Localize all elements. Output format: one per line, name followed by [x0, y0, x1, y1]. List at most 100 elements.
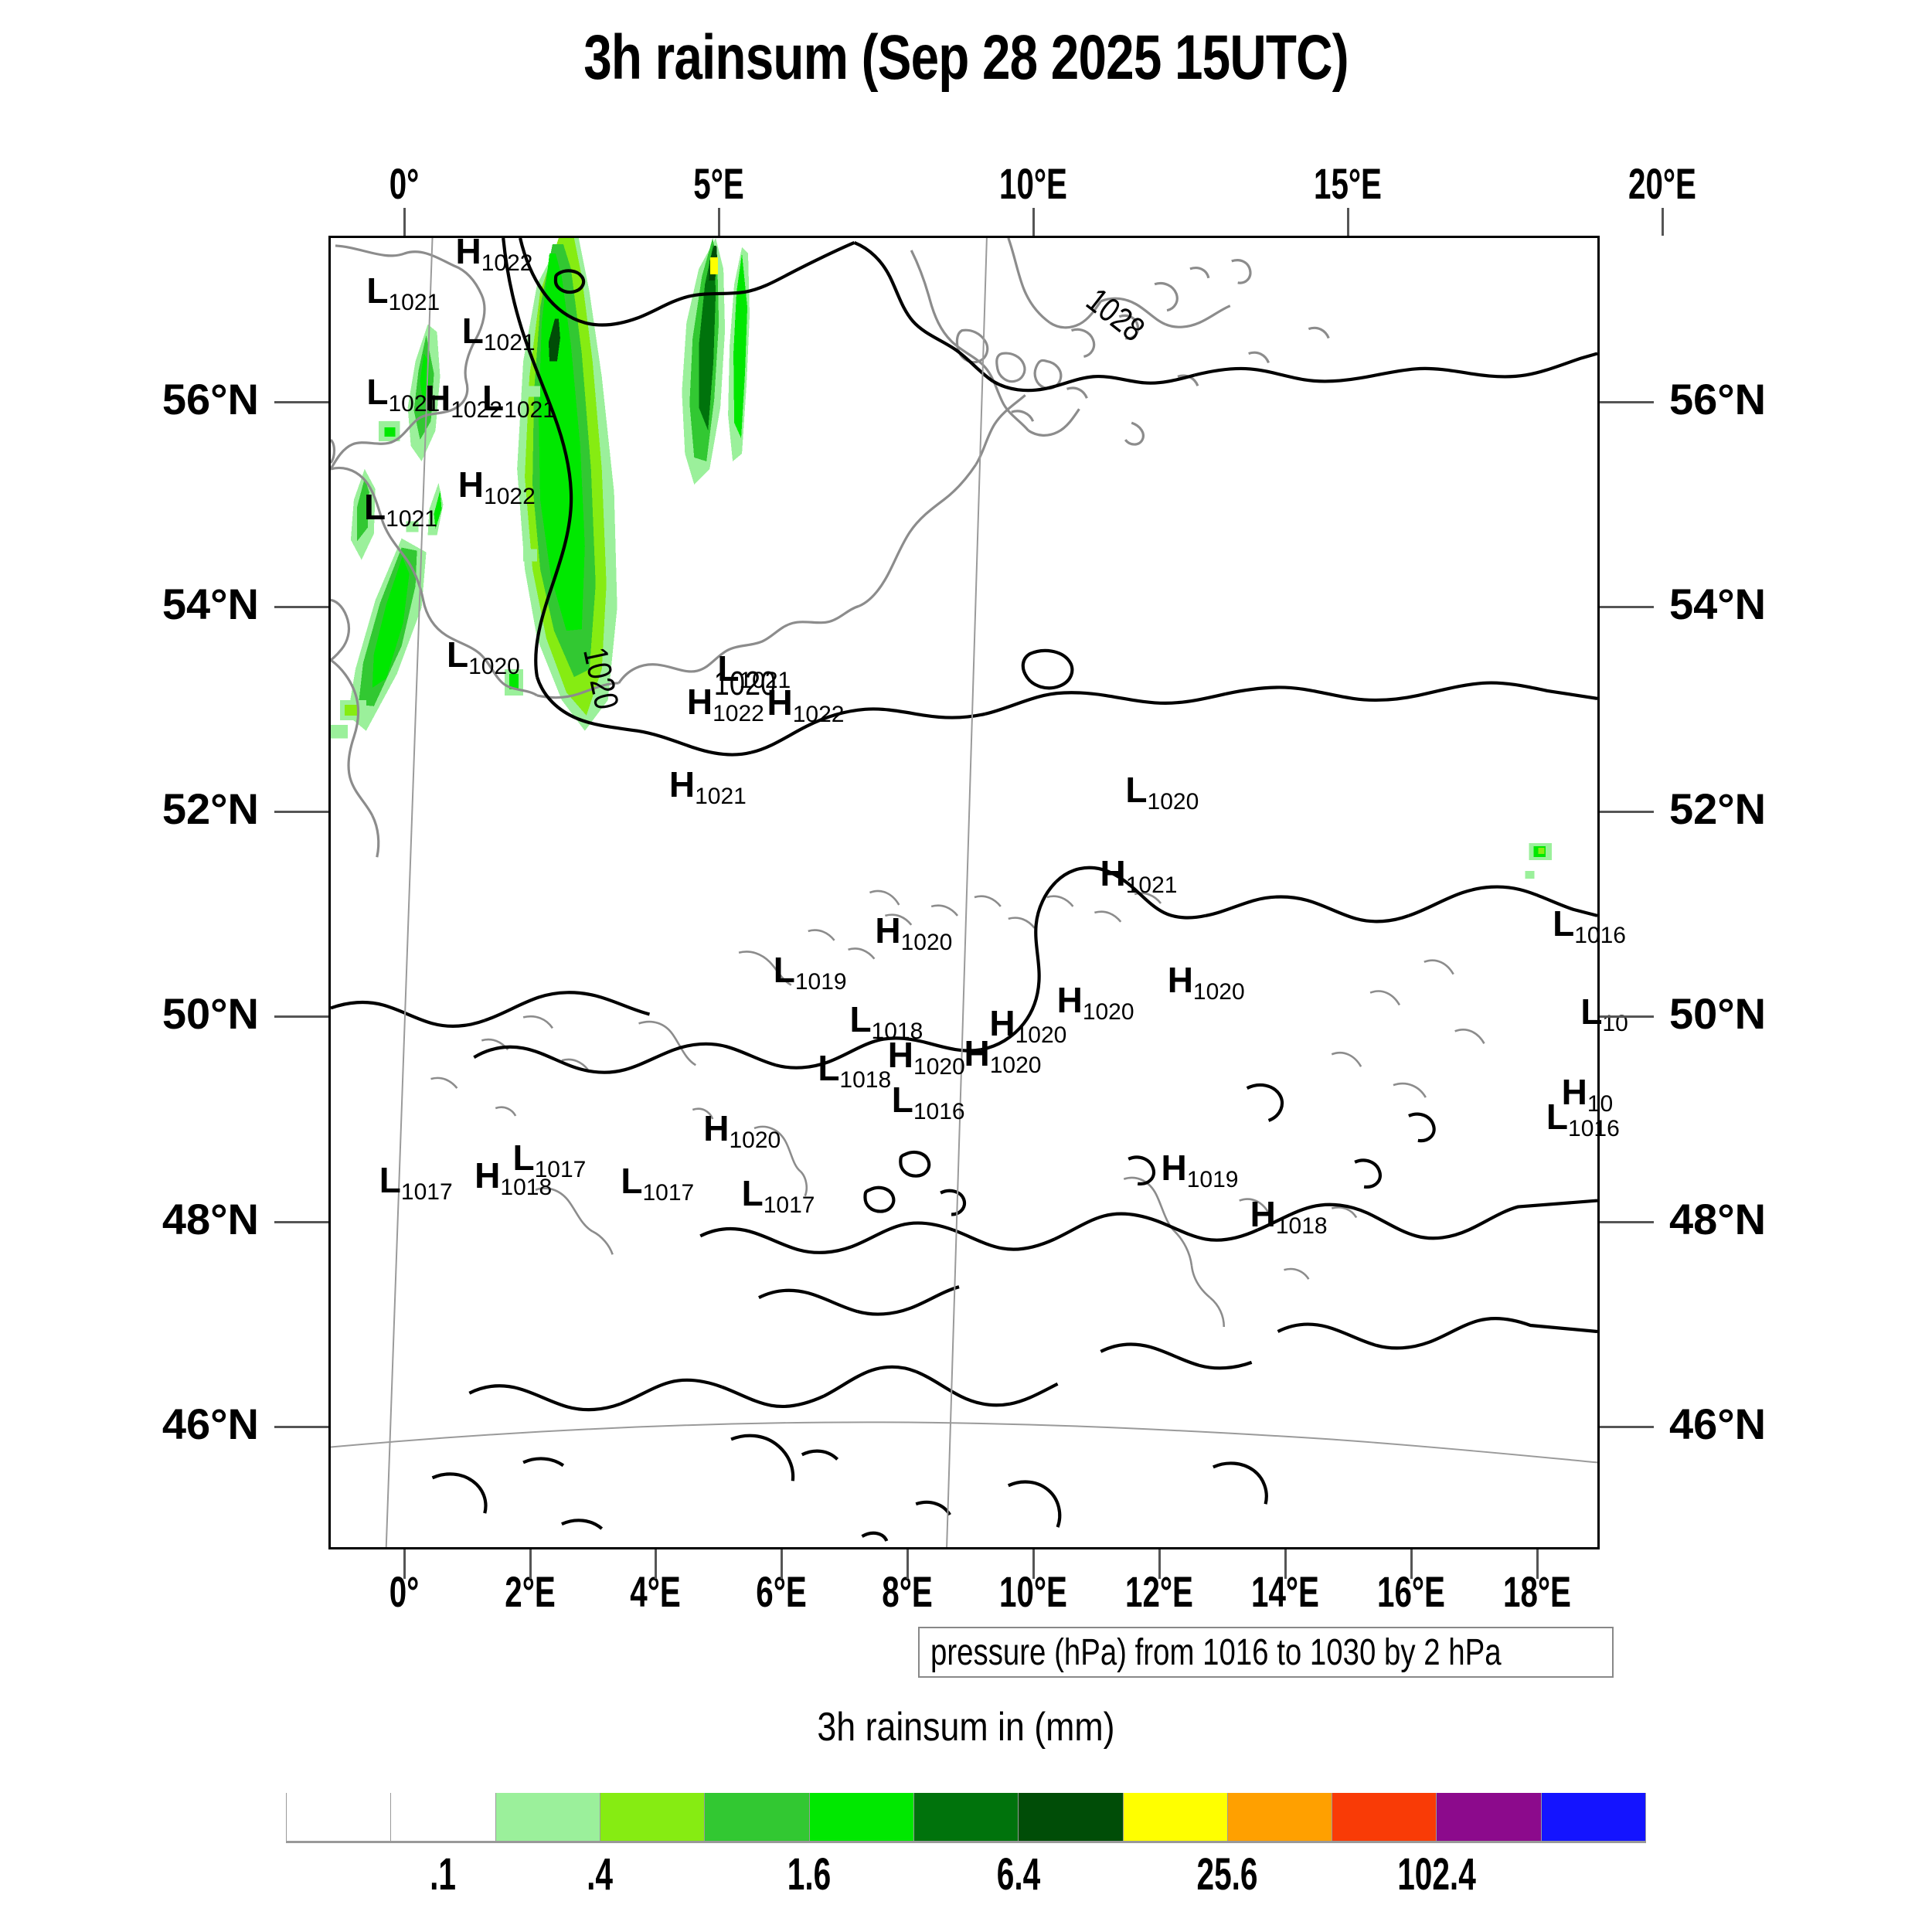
colorbar-label-2: 1.6: [787, 1849, 832, 1900]
right-tick-5: 46°N: [1669, 1399, 1767, 1448]
pressure-centre-value: 1021: [695, 783, 747, 809]
colorbar-segment-8[interactable]: [1123, 1793, 1228, 1841]
right-tickmark-0: [1600, 400, 1654, 403]
pressure-centre-value: 1018: [871, 1019, 923, 1045]
left-tickmark-4: [274, 1220, 328, 1223]
pressure-centre-value: 1016: [1574, 923, 1626, 948]
right-tickmark-1: [1600, 606, 1654, 609]
pressure-centre-type: L: [366, 371, 389, 412]
pressure-centre-low-34: L1017: [742, 1175, 815, 1217]
pressure-centre-high-24: H1020: [964, 1036, 1042, 1077]
left-tick-3: 50°N: [162, 989, 259, 1039]
pressure-centre-value: 1021: [388, 289, 440, 315]
pressure-centre-low-16: L1016: [1553, 903, 1626, 947]
pressure-centre-type: L: [1580, 991, 1603, 1032]
pressure-centre-low-17: L1019: [774, 952, 847, 994]
pressure-centre-value: 1022: [451, 397, 502, 423]
pressure-centre-low-33: L1017: [621, 1161, 694, 1205]
isobars: [331, 238, 1597, 1543]
pressure-centre-type: L: [717, 648, 740, 689]
colorbar-segment-3[interactable]: [600, 1793, 706, 1841]
pressure-centre-value: 1017: [534, 1156, 587, 1182]
pressure-centre-type: H: [425, 378, 451, 418]
bottom-tickmark-5: [1032, 1549, 1036, 1579]
pressure-centre-type: L: [849, 999, 872, 1040]
pressure-centre-low-3: L1021: [366, 371, 440, 416]
pressure-centre-type: L: [621, 1161, 643, 1202]
pressure-centre-high-21: H1020: [989, 1005, 1066, 1047]
colorbar-segment-12[interactable]: [1541, 1793, 1647, 1841]
bottom-tickmark-8: [1410, 1549, 1413, 1579]
map-plot-area[interactable]: 1028 1020 1020: [328, 236, 1600, 1549]
pressure-legend-text: pressure (hPa) from 1016 to 1030 by 2 hP…: [930, 1631, 1502, 1673]
left-tickmark-3: [274, 1015, 328, 1019]
graticule: [331, 238, 1597, 1547]
colorbar-segment-11[interactable]: [1437, 1793, 1542, 1841]
colorbar-segment-1[interactable]: [391, 1793, 496, 1841]
top-tick-1: 5°E: [693, 159, 744, 208]
pressure-centre-value: 1021: [739, 668, 791, 694]
pressure-centre-high-4: H1022: [425, 378, 502, 422]
pressure-centre-value: 1021: [388, 390, 440, 417]
pressure-centre-type: L: [482, 378, 505, 418]
pressure-centre-type: H: [1561, 1071, 1587, 1112]
bottom-tickmark-2: [655, 1549, 658, 1579]
pressure-centre-type: L: [891, 1079, 913, 1120]
pressure-centre-value: 1021: [504, 397, 556, 423]
bottom-tickmark-1: [529, 1549, 532, 1579]
pressure-centre-high-15: H1020: [875, 913, 952, 954]
bottom-tickmark-9: [1536, 1549, 1539, 1579]
pressure-centre-type: H: [457, 464, 485, 505]
colorbar[interactable]: [286, 1793, 1647, 1843]
pressure-centre-value: 1019: [794, 968, 847, 995]
pressure-centre-type: H: [1161, 1148, 1187, 1189]
pressure-centre-value: 1021: [483, 330, 536, 356]
pressure-centre-type: L: [512, 1137, 535, 1178]
left-tick-0: 56°N: [162, 374, 259, 423]
isobar-label-1020-right: 1020: [713, 665, 777, 702]
colorbar-tick-labels: .1 .4 1.6 6.4 25.6 102.4: [286, 1849, 1646, 1910]
pressure-centre-high-29: H1020: [703, 1111, 781, 1152]
pressure-centre-high-27: H10: [1561, 1071, 1614, 1116]
pressure-centre-type: H: [686, 681, 713, 722]
colorbar-segment-4[interactable]: [705, 1793, 810, 1841]
colorbar-segment-5[interactable]: [809, 1793, 914, 1841]
top-tickmark-0: [403, 208, 406, 236]
pressure-centre-type: H: [474, 1155, 501, 1196]
pressure-centre-low-9: L1021: [717, 648, 791, 692]
right-tickmark-2: [1600, 811, 1654, 814]
colorbar-segment-10[interactable]: [1332, 1793, 1437, 1841]
bottom-tickmark-4: [906, 1549, 910, 1579]
pressure-centre-value: 1020: [1147, 788, 1199, 815]
colorbar-segment-2[interactable]: [495, 1793, 600, 1841]
pressure-centre-type: L: [1553, 903, 1575, 944]
top-tickmark-3: [1347, 208, 1350, 236]
pressure-centre-type: L: [446, 634, 469, 675]
coastlines: [331, 238, 1485, 1328]
colorbar-segment-0[interactable]: [286, 1793, 392, 1841]
left-tick-2: 52°N: [162, 784, 259, 834]
pressure-centre-type: H: [668, 764, 696, 804]
colorbar-segment-9[interactable]: [1227, 1793, 1333, 1841]
bottom-tickmark-6: [1158, 1549, 1161, 1579]
pressure-centre-value: 1018: [1275, 1213, 1328, 1239]
colorbar-segment-7[interactable]: [1019, 1793, 1124, 1841]
right-tickmark-4: [1600, 1220, 1654, 1223]
pressure-centre-value: 1018: [839, 1067, 892, 1093]
pressure-centre-value: 1016: [913, 1098, 965, 1124]
pressure-centre-type: L: [818, 1048, 840, 1088]
pressure-centre-low-5: L1021: [482, 378, 556, 422]
colorbar-segment-6[interactable]: [913, 1793, 1019, 1841]
pressure-centre-value: 1020: [900, 929, 953, 955]
colorbar-label-5: 102.4: [1397, 1849, 1477, 1900]
pressure-centre-high-12: H1021: [668, 764, 747, 808]
pressure-centre-value: 1017: [400, 1179, 453, 1205]
pressure-centre-high-31: H1018: [474, 1155, 552, 1199]
pressure-legend-box: pressure (hPa) from 1016 to 1030 by 2 hP…: [918, 1627, 1614, 1678]
left-tickmark-5: [274, 1425, 328, 1428]
pressure-centre-type: L: [1546, 1096, 1569, 1137]
pressure-centre-low-26: L1016: [891, 1079, 965, 1124]
pressure-centre-low-7: L1021: [364, 489, 437, 531]
pressure-centre-type: L: [461, 311, 484, 352]
